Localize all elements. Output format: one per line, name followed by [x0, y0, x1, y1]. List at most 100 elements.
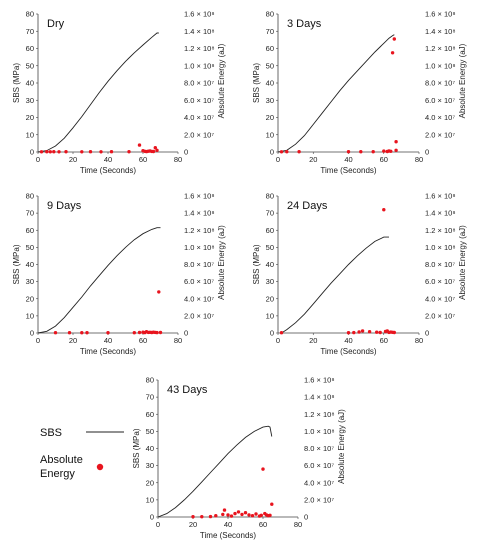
y2-tick-label: 1.2 × 10⁸	[184, 44, 214, 53]
y2-tick-label: 1.2 × 10⁸	[304, 410, 334, 419]
energy-point	[155, 148, 159, 152]
x-tick-label: 40	[344, 155, 352, 164]
energy-point	[221, 512, 225, 517]
y-tick-label: 80	[266, 10, 274, 19]
x-tick-label: 40	[344, 336, 352, 345]
y-tick-label: 70	[26, 209, 34, 218]
y2-tick-label: 4.0 × 10⁷	[184, 294, 214, 303]
x-tick-label: 20	[69, 155, 77, 164]
y-axis-label: SBS (MPa)	[252, 244, 261, 284]
y2-tick-label: 1.0 × 10⁸	[304, 427, 334, 436]
y-tick-label: 60	[266, 44, 274, 53]
y-tick-label: 0	[30, 329, 34, 338]
y-axis-label: SBS (MPa)	[12, 244, 21, 284]
x-tick-label: 60	[380, 155, 388, 164]
y2-tick-label: 1.0 × 10⁸	[184, 243, 214, 252]
panel-title: 43 Days	[167, 384, 208, 396]
y2-tick-label: 0	[425, 148, 429, 157]
energy-point	[352, 330, 356, 335]
energy-point	[254, 512, 258, 516]
energy-point	[367, 330, 372, 334]
panel-title: 24 Days	[287, 200, 328, 212]
energy-point	[261, 467, 265, 471]
y2-tick-label: 2.0 × 10⁷	[304, 495, 334, 504]
y2-tick-label: 8.0 × 10⁷	[425, 260, 455, 269]
energy-point	[137, 143, 142, 147]
y-tick-label: 10	[266, 130, 274, 139]
y2-axis-label: Absolute Energy (aJ)	[458, 43, 467, 118]
y-tick-label: 10	[266, 311, 274, 320]
y2-axis-label: Absolute Energy (aJ)	[458, 225, 467, 300]
y2-tick-label: 1.2 × 10⁸	[425, 44, 455, 53]
sbs-line	[157, 425, 273, 518]
sbs-line	[281, 236, 389, 334]
x-tick-label: 0	[276, 336, 280, 345]
y-tick-label: 30	[266, 96, 274, 105]
energy-point	[53, 331, 58, 335]
y2-tick-label: 2.0 × 10⁷	[425, 311, 455, 320]
y2-tick-label: 2.0 × 10⁷	[184, 311, 214, 320]
y-tick-label: 70	[266, 27, 274, 36]
y-tick-label: 30	[146, 461, 154, 470]
y-tick-label: 50	[26, 61, 34, 70]
x-axis-label: Time (Seconds)	[80, 347, 137, 356]
y-axis-label: SBS (MPa)	[252, 63, 261, 103]
energy-point	[109, 150, 114, 154]
energy-point	[151, 149, 156, 154]
energy-point	[236, 510, 241, 514]
y2-tick-label: 8.0 × 10⁷	[425, 79, 455, 88]
y-tick-label: 10	[26, 311, 34, 320]
y-tick-label: 0	[270, 329, 274, 338]
energy-point	[85, 331, 89, 335]
x-tick-label: 0	[36, 336, 40, 345]
x-tick-label: 80	[174, 155, 182, 164]
y2-tick-label: 1.2 × 10⁸	[184, 226, 214, 235]
panel-title: 3 Days	[287, 18, 322, 30]
energy-point	[297, 150, 301, 154]
y-tick-label: 40	[266, 79, 274, 88]
y-tick-label: 40	[266, 260, 274, 269]
energy-point	[359, 150, 363, 154]
energy-point	[155, 330, 159, 335]
y2-tick-label: 1.6 × 10⁸	[425, 10, 455, 19]
x-tick-label: 20	[309, 155, 317, 164]
y-tick-label: 50	[266, 243, 274, 252]
y2-tick-label: 1.4 × 10⁸	[425, 27, 455, 36]
energy-point	[279, 331, 284, 335]
y2-tick-label: 1.0 × 10⁸	[184, 61, 214, 70]
y-tick-label: 70	[26, 27, 34, 36]
energy-point	[80, 331, 84, 335]
x-axis-label: Time (Seconds)	[80, 166, 137, 175]
y2-tick-label: 6.0 × 10⁷	[425, 277, 455, 286]
y-tick-label: 20	[266, 294, 274, 303]
x-tick-label: 80	[415, 155, 423, 164]
y-tick-label: 60	[146, 410, 154, 419]
x-axis-label: Time (Seconds)	[320, 166, 377, 175]
energy-point	[394, 140, 398, 144]
sbs-line	[277, 34, 395, 153]
y-tick-label: 40	[146, 444, 154, 453]
y-tick-label: 0	[150, 513, 154, 522]
y-tick-label: 0	[270, 148, 274, 157]
energy-point	[137, 330, 142, 335]
energy-point	[57, 150, 61, 154]
y2-tick-label: 1.6 × 10⁸	[304, 376, 334, 385]
y2-tick-label: 0	[425, 329, 429, 338]
x-tick-label: 20	[189, 520, 197, 529]
energy-point	[389, 149, 393, 153]
x-tick-label: 80	[174, 336, 182, 345]
y-tick-label: 30	[26, 277, 34, 286]
energy-point	[39, 150, 44, 154]
legend: SBS Absolute Energy	[40, 427, 124, 480]
y2-axis-label: Absolute Energy (aJ)	[337, 409, 346, 484]
x-tick-label: 0	[156, 520, 160, 529]
energy-point	[88, 150, 93, 154]
energy-point	[250, 514, 255, 518]
y2-tick-label: 1.6 × 10⁸	[184, 10, 214, 19]
x-axis-label: Time (Seconds)	[200, 531, 257, 540]
